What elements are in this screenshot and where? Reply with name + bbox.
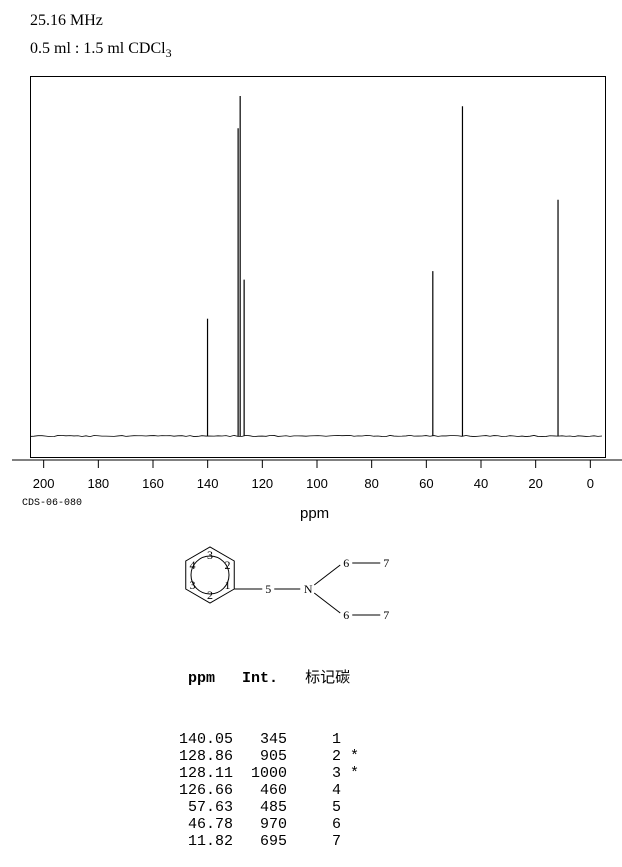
axis-tick-label: 200 [33,476,55,491]
svg-text:6: 6 [343,556,349,570]
axis-tick-label: 160 [142,476,164,491]
code-label: CDS-06-080 [22,498,82,509]
axis-tick-label: 120 [251,476,273,491]
svg-text:1: 1 [224,578,230,592]
svg-text:7: 7 [383,556,389,570]
molecular-structure: 1234325N6767 [150,520,450,630]
axis-tick-label: 60 [419,476,433,491]
peak-table: ppm Int. 标记碳 140.05 345 1 128.86 905 2 *… [170,632,359,867]
axis-tick-label: 40 [474,476,488,491]
svg-text:2: 2 [224,558,230,572]
svg-text:5: 5 [265,582,271,596]
svg-text:3: 3 [207,548,213,562]
svg-text:7: 7 [383,608,389,622]
axis-tick-label: 180 [87,476,109,491]
solvent-line: 0.5 ml : 1.5 ml CDCl3 [30,40,172,61]
axis-tick-label: 100 [306,476,328,491]
svg-text:6: 6 [343,608,349,622]
svg-text:2: 2 [207,588,213,602]
axis-tick-label: 140 [197,476,219,491]
svg-text:4: 4 [190,558,196,572]
x-axis: 200180160140120100806040200 [12,458,622,498]
axis-tick-label: 0 [587,476,594,491]
svg-text:3: 3 [190,578,196,592]
nmr-spectrum [30,76,604,456]
axis-tick-label: 20 [528,476,542,491]
svg-text:N: N [304,582,313,596]
axis-tick-label: 80 [364,476,378,491]
frequency-line: 25.16 MHz [30,12,103,30]
